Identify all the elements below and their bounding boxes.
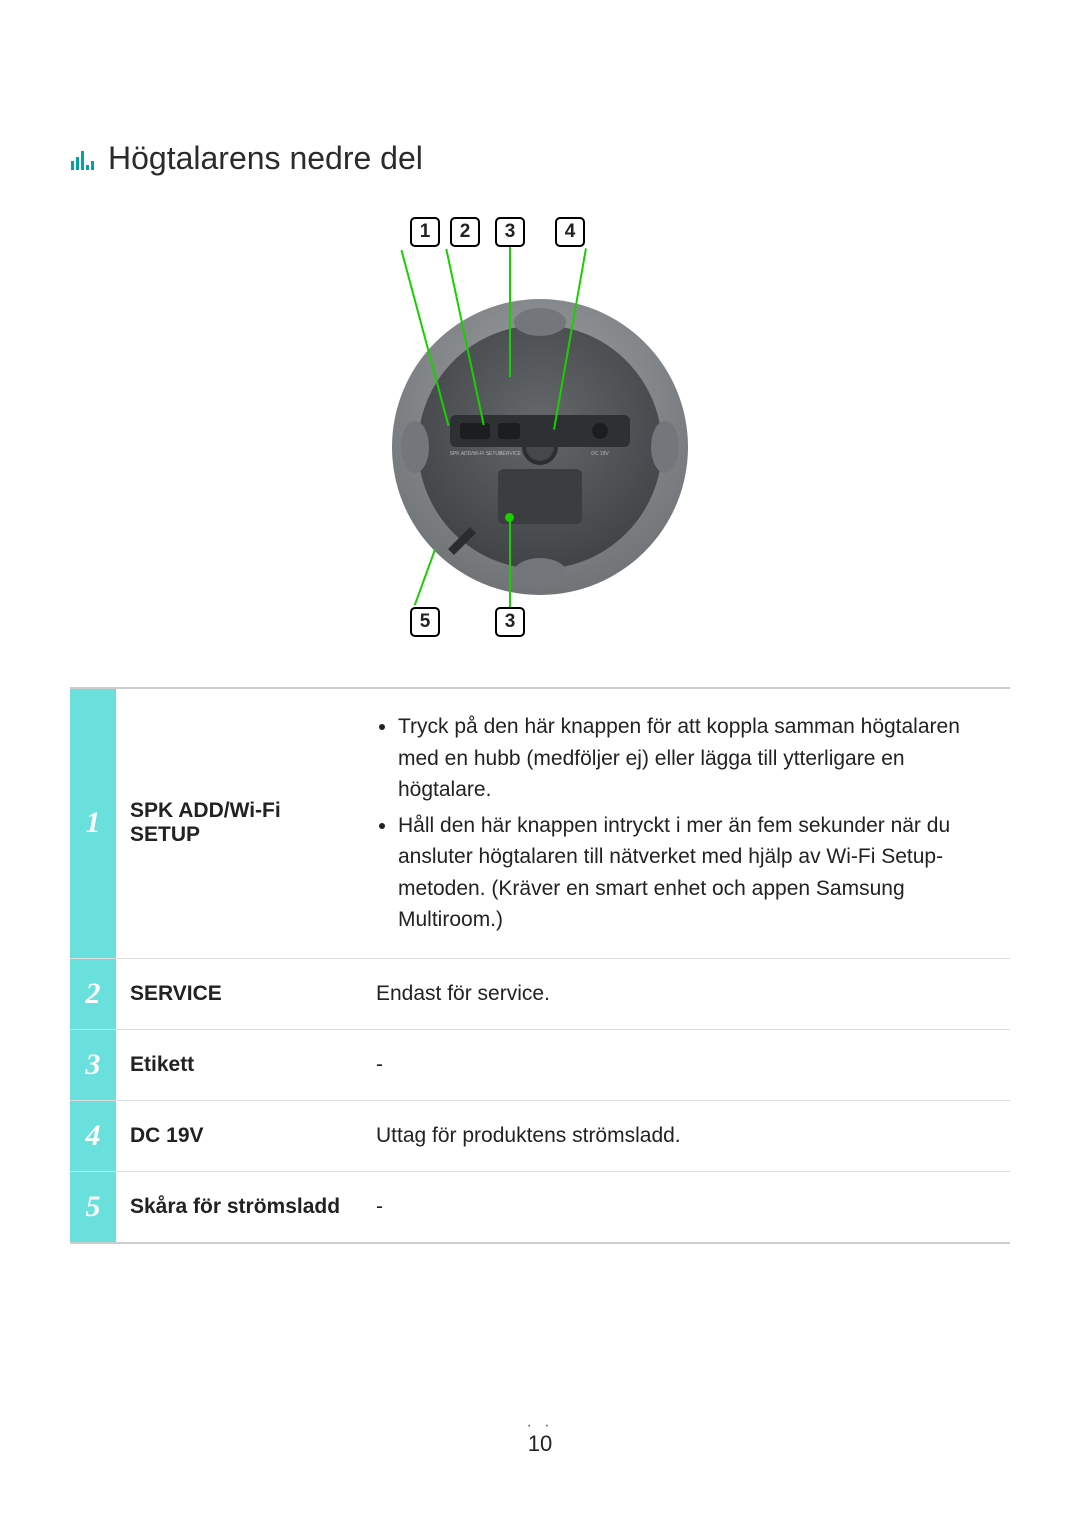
callout-3-bottom: 3 [495,607,525,637]
table-row: 1SPK ADD/Wi-Fi SETUP Tryck på den här kna… [70,688,1010,958]
svg-text:SERVICE: SERVICE [499,451,522,457]
row-name: Etikett [116,1029,362,1100]
row-description: - [362,1171,1010,1243]
diagram-container: SPK ADD/Wi-Fi SETUP SERVICE DC 19V 1 2 3… [70,217,1010,637]
svg-text:SPK ADD/Wi-Fi SETUP: SPK ADD/Wi-Fi SETUP [450,451,503,457]
table-row: 4DC 19VUttag för produktens strömsladd. [70,1100,1010,1171]
parts-table: 1SPK ADD/Wi-Fi SETUP Tryck på den här kna… [70,687,1010,1244]
row-number: 2 [70,958,116,1029]
row-number: 1 [70,688,116,958]
callout-4: 4 [555,217,585,247]
row-description: Tryck på den här knappen för att koppla … [362,688,1010,958]
row-name: SERVICE [116,958,362,1029]
row-description: - [362,1029,1010,1100]
section-heading: Högtalarens nedre del [70,140,1010,177]
row-number: 5 [70,1171,116,1243]
row-name: Skåra för strömsladd [116,1171,362,1243]
table-row: 2SERVICEEndast för service. [70,958,1010,1029]
row-number: 4 [70,1100,116,1171]
row-name: DC 19V [116,1100,362,1171]
page-number-dots: · · [0,1421,1080,1431]
leader-line [509,247,511,377]
row-bullet: Håll den här knappen intryckt i mer än f… [398,810,996,936]
speaker-bottom-diagram: SPK ADD/Wi-Fi SETUP SERVICE DC 19V 1 2 3… [340,217,740,637]
callout-1: 1 [410,217,440,247]
table-row: 5Skåra för strömsladd- [70,1171,1010,1243]
page-number: · · 10 [0,1421,1080,1457]
table-row: 3Etikett- [70,1029,1010,1100]
callout-5: 5 [410,607,440,637]
bars-icon [70,147,94,171]
row-name: SPK ADD/Wi-Fi SETUP [116,688,362,958]
row-description: Uttag för produktens strömsladd. [362,1100,1010,1171]
callout-3-top: 3 [495,217,525,247]
section-title: Högtalarens nedre del [108,140,423,177]
row-number: 3 [70,1029,116,1100]
leader-line [509,517,511,607]
leader-dot [505,513,514,522]
row-description: Endast för service. [362,958,1010,1029]
svg-text:DC 19V: DC 19V [591,451,609,457]
page-number-value: 10 [0,1431,1080,1457]
callout-2: 2 [450,217,480,247]
row-bullet: Tryck på den här knappen för att koppla … [398,711,996,806]
